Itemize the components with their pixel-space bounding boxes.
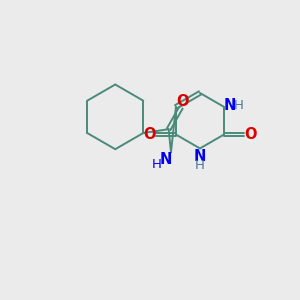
Text: H: H <box>152 158 162 171</box>
Text: N: N <box>159 152 172 167</box>
Text: O: O <box>143 127 156 142</box>
Text: O: O <box>176 94 189 109</box>
Text: O: O <box>244 127 256 142</box>
Text: N: N <box>223 98 236 113</box>
Text: N: N <box>194 148 206 164</box>
Text: H: H <box>234 99 244 112</box>
Text: H: H <box>195 159 205 172</box>
